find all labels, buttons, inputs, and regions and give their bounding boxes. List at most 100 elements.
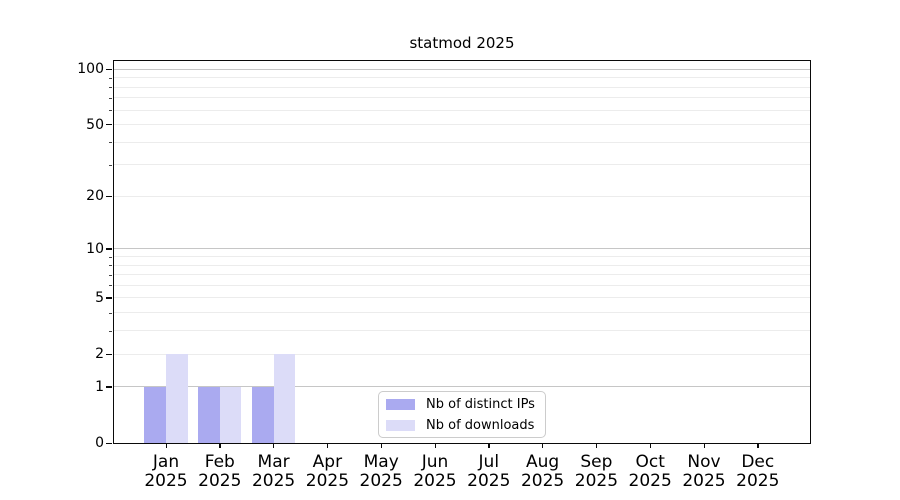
y-tick — [106, 248, 112, 250]
x-tick-label: Dec 2025 — [718, 453, 798, 491]
x-tick-label: May 2025 — [341, 453, 421, 491]
y-tick-label: 5 — [95, 289, 104, 306]
x-tick — [649, 443, 651, 448]
gridline-minor — [114, 353, 810, 355]
y-minor-tick — [109, 330, 112, 332]
gridline-minor — [114, 274, 810, 276]
legend-label-downloads: Nb of downloads — [426, 417, 535, 433]
y-tick — [106, 442, 112, 444]
y-minor-tick — [109, 274, 112, 276]
gridline-minor — [114, 109, 810, 111]
y-tick-label: 50 — [86, 116, 104, 133]
x-tick-label: Sep 2025 — [556, 453, 636, 491]
x-tick — [595, 443, 598, 448]
x-tick-year: 2025 — [305, 471, 350, 491]
bar-downloads-feb — [219, 386, 242, 443]
x-tick-month: Sep — [580, 452, 613, 472]
x-tick-label: Jun 2025 — [395, 453, 475, 491]
x-tick-year: 2025 — [736, 471, 780, 491]
bar-distinct-ips-mar — [252, 386, 274, 443]
gridline-minor — [114, 97, 810, 99]
y-minor-tick — [109, 97, 112, 99]
x-tick-month: May — [363, 452, 399, 472]
x-tick-year: 2025 — [682, 471, 726, 491]
x-tick — [434, 443, 436, 448]
y-tick — [106, 124, 112, 126]
y-minor-tick — [109, 256, 112, 258]
y-tick-label: 10 — [86, 240, 104, 257]
x-tick-year: 2025 — [520, 471, 565, 491]
gridline-minor — [114, 330, 810, 332]
y-minor-tick — [109, 110, 112, 112]
x-tick — [380, 443, 382, 448]
x-tick-label: Oct 2025 — [610, 453, 690, 491]
gridline-major — [114, 386, 810, 388]
gridline-major — [114, 248, 810, 250]
y-minor-tick — [109, 87, 112, 89]
gridline-major — [114, 68, 810, 70]
x-tick — [488, 443, 490, 448]
x-tick-year: 2025 — [198, 471, 242, 491]
bar-downloads-mar — [273, 354, 296, 443]
x-tick — [326, 443, 329, 448]
x-tick — [542, 443, 544, 448]
y-tick — [106, 68, 112, 70]
gridline-minor — [114, 124, 810, 126]
gridline-minor — [114, 195, 810, 197]
y-tick — [106, 297, 112, 299]
x-tick-month: Nov — [687, 452, 721, 472]
x-tick-year: 2025 — [628, 471, 672, 491]
x-tick-month: Apr — [312, 452, 343, 472]
x-tick-month: Oct — [635, 452, 665, 472]
y-tick-label: 2 — [95, 346, 104, 363]
legend: Nb of distinct IPs Nb of downloads — [378, 391, 546, 438]
x-tick-month: Feb — [204, 452, 235, 472]
x-tick-label: Nov 2025 — [664, 453, 744, 491]
x-tick — [703, 443, 705, 448]
bar-downloads-jan — [166, 354, 188, 443]
gridline-minor — [114, 141, 810, 143]
gridline-minor — [114, 86, 810, 88]
y-minor-tick — [109, 142, 112, 144]
x-tick-year: 2025 — [251, 471, 296, 491]
x-tick-month: Jun — [421, 452, 449, 472]
x-tick — [273, 443, 275, 448]
legend-swatch-downloads — [386, 419, 415, 431]
x-tick — [757, 443, 759, 448]
gridline-minor — [114, 77, 810, 79]
x-tick-month: Mar — [257, 452, 290, 472]
legend-item-distinct-ips: Nb of distinct IPs — [386, 397, 545, 412]
y-tick — [106, 386, 112, 388]
x-tick-year: 2025 — [574, 471, 619, 491]
x-tick-label: Mar 2025 — [234, 453, 314, 491]
plot-area — [113, 60, 811, 444]
x-tick-year: 2025 — [413, 471, 457, 491]
x-tick — [219, 443, 221, 448]
x-tick-month: Dec — [741, 452, 775, 472]
y-tick-label: 20 — [86, 188, 104, 205]
x-tick-year: 2025 — [467, 471, 511, 491]
y-minor-tick — [109, 265, 112, 267]
bar-distinct-ips-feb — [198, 386, 220, 443]
bar-distinct-ips-jan — [144, 386, 166, 443]
x-tick-month: Aug — [525, 452, 560, 472]
gridline-minor — [114, 264, 810, 266]
x-tick-label: Feb 2025 — [180, 453, 260, 491]
gridline-minor — [114, 164, 810, 166]
y-minor-tick — [109, 285, 112, 287]
legend-swatch-distinct-ips — [386, 398, 415, 410]
gridline-minor — [114, 284, 810, 286]
chart-title: statmod 2025 — [409, 34, 515, 52]
x-tick-label: Aug 2025 — [503, 453, 583, 491]
gridline-minor — [114, 312, 810, 314]
y-tick-label: 0 — [95, 435, 104, 451]
legend-label-distinct-ips: Nb of distinct IPs — [426, 396, 535, 412]
x-tick-label: Apr 2025 — [287, 453, 367, 491]
x-tick-month: Jan — [152, 452, 180, 472]
x-tick-year: 2025 — [359, 471, 403, 491]
x-tick-year: 2025 — [144, 471, 188, 491]
legend-item-downloads: Nb of downloads — [386, 418, 545, 433]
gridline-minor — [114, 297, 810, 299]
x-tick-label: Jan 2025 — [126, 453, 206, 491]
y-minor-tick — [109, 77, 112, 79]
